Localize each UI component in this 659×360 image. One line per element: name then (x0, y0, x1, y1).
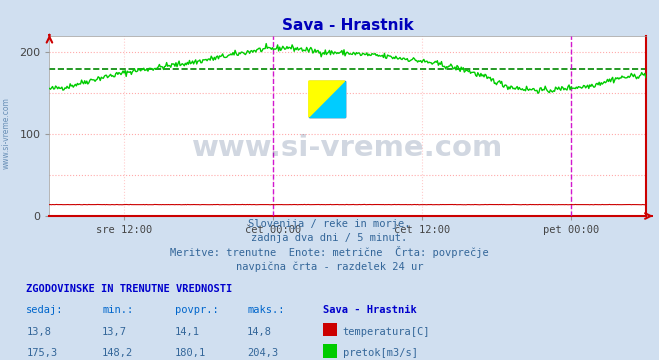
Text: 175,3: 175,3 (26, 348, 57, 359)
Text: zadnja dva dni / 5 minut.: zadnja dva dni / 5 minut. (251, 233, 408, 243)
Text: 148,2: 148,2 (102, 348, 133, 359)
Text: Slovenija / reke in morje.: Slovenija / reke in morje. (248, 219, 411, 229)
Text: povpr.:: povpr.: (175, 305, 218, 315)
Text: sedaj:: sedaj: (26, 305, 64, 315)
Text: navpična črta - razdelek 24 ur: navpična črta - razdelek 24 ur (236, 261, 423, 272)
Text: temperatura[C]: temperatura[C] (343, 327, 430, 337)
Bar (309, 81, 345, 117)
Text: 13,8: 13,8 (26, 327, 51, 337)
Text: 204,3: 204,3 (247, 348, 278, 359)
Text: min.:: min.: (102, 305, 133, 315)
Text: www.si-vreme.com: www.si-vreme.com (2, 97, 11, 169)
Text: 14,1: 14,1 (175, 327, 200, 337)
Text: 13,7: 13,7 (102, 327, 127, 337)
Text: maks.:: maks.: (247, 305, 285, 315)
Text: 180,1: 180,1 (175, 348, 206, 359)
Title: Sava - Hrastnik: Sava - Hrastnik (282, 18, 413, 33)
Text: www.si-vreme.com: www.si-vreme.com (192, 134, 503, 162)
Text: 14,8: 14,8 (247, 327, 272, 337)
Text: Sava - Hrastnik: Sava - Hrastnik (323, 305, 416, 315)
Polygon shape (309, 81, 345, 117)
Text: pretok[m3/s]: pretok[m3/s] (343, 348, 418, 359)
Text: ZGODOVINSKE IN TRENUTNE VREDNOSTI: ZGODOVINSKE IN TRENUTNE VREDNOSTI (26, 284, 233, 294)
Polygon shape (309, 81, 345, 117)
Text: Meritve: trenutne  Enote: metrične  Črta: povprečje: Meritve: trenutne Enote: metrične Črta: … (170, 246, 489, 258)
